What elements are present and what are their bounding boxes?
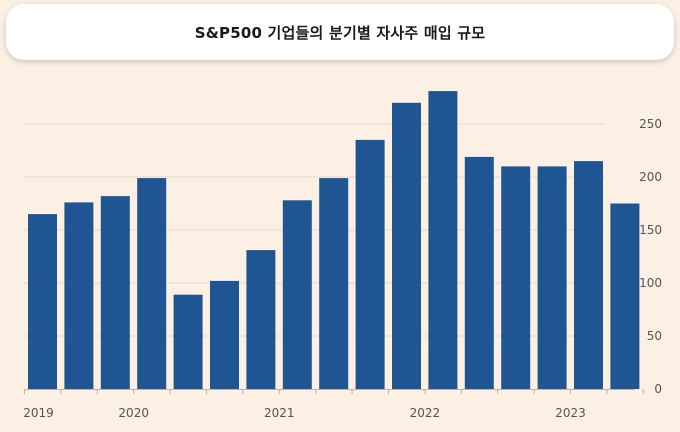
- bar-1: [28, 214, 57, 389]
- y-tick-label-0: 0: [654, 382, 662, 396]
- bar-4: [137, 178, 167, 389]
- bar-6: [210, 280, 239, 389]
- x-tick-label-2023: 2023: [555, 406, 586, 420]
- bar-8: [282, 200, 312, 389]
- y-tick-label-200: 200: [639, 170, 662, 184]
- x-tick-label-2021: 2021: [264, 406, 295, 420]
- bar-10: [355, 139, 385, 389]
- bar-11: [392, 102, 421, 390]
- x-tick-label-2022: 2022: [410, 406, 441, 420]
- bar-16: [574, 161, 603, 389]
- bar-9: [319, 178, 349, 389]
- bar-17: [610, 203, 640, 389]
- x-axis-ticks: 2019 2020 2021 2022 2023: [23, 389, 644, 420]
- x-tick-label-2020: 2020: [118, 406, 149, 420]
- y-tick-label-250: 250: [639, 117, 662, 131]
- bar-3: [100, 196, 130, 389]
- chart-title-box: S&P500 기업들의 분기별 자사주 매입 규모: [6, 4, 674, 60]
- chart-title: S&P500 기업들의 분기별 자사주 매입 규모: [194, 23, 486, 42]
- y-tick-label-50: 50: [647, 329, 662, 343]
- bar-5: [173, 294, 203, 389]
- bars: [28, 91, 640, 390]
- bar-12: [428, 91, 458, 389]
- y-axis-ticks: 0 50 100 150 200 250: [639, 117, 662, 396]
- bar-7: [246, 250, 276, 389]
- y-tick-label-150: 150: [639, 223, 662, 237]
- bar-13: [464, 156, 494, 389]
- y-tick-label-100: 100: [639, 276, 662, 290]
- bar-14: [501, 166, 531, 389]
- bar-2: [64, 202, 94, 389]
- bar-15: [537, 166, 567, 389]
- x-tick-label-2019: 2019: [23, 406, 54, 420]
